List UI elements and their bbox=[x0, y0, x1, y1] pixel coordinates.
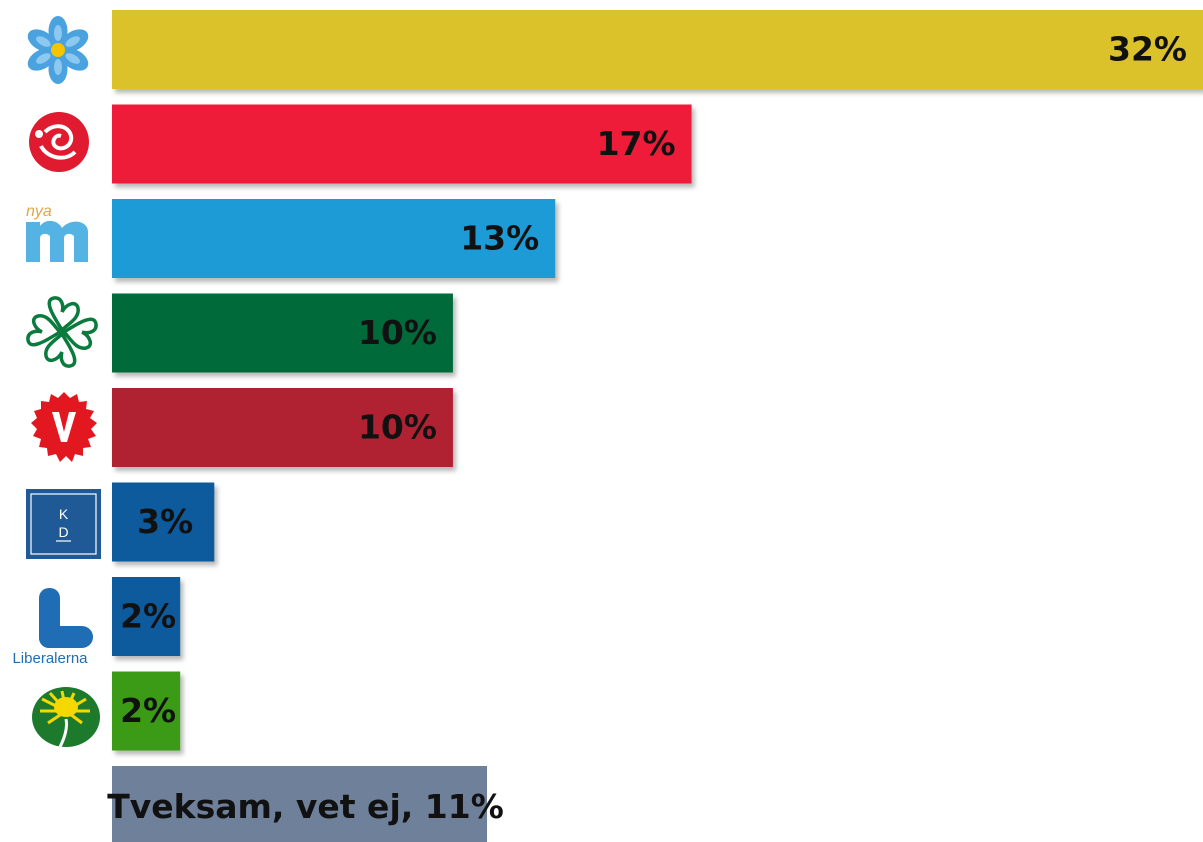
kd-square-logo-icon: K D bbox=[26, 489, 101, 559]
bar-c bbox=[112, 293, 453, 373]
bar-value-label: Tveksam, vet ej, 11% bbox=[107, 787, 504, 826]
c-four-leaf-clover-icon bbox=[26, 296, 98, 368]
bar-value-label: 3% bbox=[137, 502, 193, 541]
s-red-rose-icon bbox=[29, 112, 89, 172]
bar-tveksam-vet-ej bbox=[112, 766, 488, 842]
sd-blue-anemone-icon bbox=[27, 16, 89, 84]
bar-value-label: 2% bbox=[120, 597, 176, 636]
bar-sd bbox=[112, 10, 1203, 89]
bars-group bbox=[112, 10, 1203, 842]
nya-text: nya bbox=[26, 203, 52, 220]
bar-s bbox=[112, 104, 692, 184]
l-liberalerna-logo-icon: Liberalerna bbox=[12, 588, 93, 667]
nya-m-logo-icon: nya bbox=[26, 203, 88, 262]
bar-m bbox=[112, 199, 556, 278]
bar-value-label: 10% bbox=[358, 408, 437, 447]
bar-labels-group: 32% 17% 13% 10% 10% 3% 2% 2% Tveksam, vet ej, 11… bbox=[107, 30, 1187, 827]
bar-value-label: 17% bbox=[597, 124, 676, 163]
kd-letter-k: K bbox=[59, 506, 69, 522]
v-red-carnation-icon bbox=[31, 392, 97, 462]
party-logos: nya K D Libe bbox=[12, 16, 101, 748]
liberalerna-text: Liberalerna bbox=[12, 650, 88, 667]
bar-mp bbox=[112, 671, 181, 751]
bar-value-label: 13% bbox=[460, 219, 539, 258]
bar-value-label: 32% bbox=[1108, 30, 1187, 69]
kd-letter-d: D bbox=[58, 524, 68, 540]
bar-value-label: 10% bbox=[358, 313, 437, 352]
bar-value-label: 2% bbox=[120, 691, 176, 730]
bar-l bbox=[112, 577, 181, 656]
mp-dandelion-icon bbox=[32, 687, 100, 748]
bar-v bbox=[112, 388, 453, 467]
bar-kd bbox=[112, 482, 215, 562]
